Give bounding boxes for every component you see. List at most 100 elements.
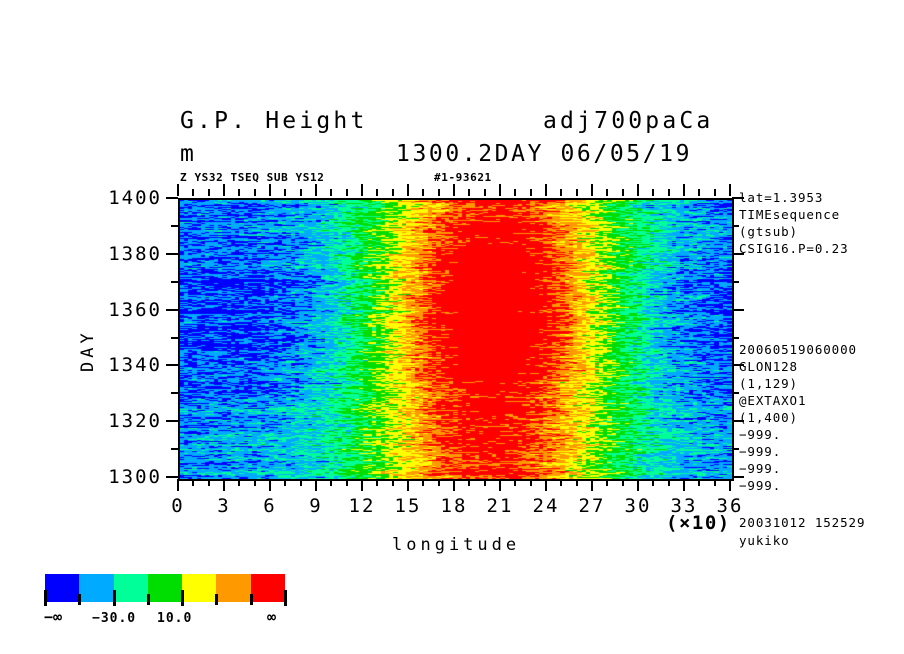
colorbar-major-tick [284, 590, 287, 606]
top-axis-minor-tick [652, 189, 654, 196]
colorbar-low-end-label: −∞ [44, 608, 63, 626]
top-axis-major-tick [729, 184, 731, 196]
top-axis-minor-tick [192, 189, 194, 196]
right-axis-major-tick [732, 309, 744, 311]
x-axis-tick-label: 33 [670, 495, 698, 517]
y-axis-tick-label: 1380 [108, 243, 162, 265]
right-axis-minor-tick [732, 281, 739, 283]
colorbar-minor-tick [215, 594, 218, 605]
x-axis-major-tick [407, 479, 409, 491]
y-axis-tick-label: 1320 [108, 410, 162, 432]
top-axis-minor-tick [576, 189, 578, 196]
annotation-line: GLON128 [739, 359, 798, 374]
top-axis-major-tick [223, 184, 225, 196]
x-axis-major-tick [453, 479, 455, 491]
top-axis-minor-tick [530, 189, 532, 196]
right-axis-major-tick [732, 364, 744, 366]
top-axis-major-tick [361, 184, 363, 196]
x-axis-major-tick [177, 479, 179, 491]
top-axis-minor-tick [330, 189, 332, 196]
top-axis-minor-tick [714, 189, 716, 196]
y-axis-major-tick [166, 364, 178, 366]
x-axis-major-tick [637, 479, 639, 491]
x-axis-major-tick [269, 479, 271, 491]
title-time-label: 1300.2DAY 06/05/19 [396, 141, 693, 167]
footer-user: yukiko [739, 533, 790, 548]
x-axis-minor-tick [392, 479, 394, 486]
annotation-line: −999. [739, 427, 782, 442]
y-axis-tick-label: 1300 [108, 466, 162, 488]
title-dataset: adj700paCa [543, 108, 714, 134]
y-axis-major-tick [166, 476, 178, 478]
colorbar [45, 574, 285, 602]
x-axis-minor-tick [238, 479, 240, 486]
top-axis-major-tick [177, 184, 179, 196]
x-axis-major-tick [499, 479, 501, 491]
colorbar-minor-tick [147, 594, 150, 605]
x-axis-tick-label: 3 [217, 495, 231, 517]
x-axis-minor-tick [698, 479, 700, 486]
annotation-line: −999. [739, 444, 782, 459]
top-axis-minor-tick [438, 189, 440, 196]
annotation-block-middle: 20060519060000 GLON128 (1,129) @EXTAXO1 (1,4… [739, 343, 857, 497]
x-axis-minor-tick [514, 479, 516, 486]
right-axis-minor-tick [732, 225, 739, 227]
colorbar-major-tick [113, 590, 116, 606]
heatmap-canvas [180, 200, 732, 479]
x-axis-major-tick [223, 479, 225, 491]
x-axis-minor-tick [714, 479, 716, 486]
x-axis-tick-label: 18 [440, 495, 468, 517]
title-variable: G.P. Height [180, 108, 368, 134]
y-axis-tick-label: 1340 [108, 354, 162, 376]
top-axis-minor-tick [698, 189, 700, 196]
colorbar-band [45, 574, 80, 602]
top-axis-minor-tick [376, 189, 378, 196]
x-axis-major-tick [361, 479, 363, 491]
top-axis-minor-tick [484, 189, 486, 196]
top-axis-minor-tick [208, 189, 210, 196]
y-axis-tick-label: 1360 [108, 299, 162, 321]
x-axis-minor-tick [346, 479, 348, 486]
colorbar-minor-tick [250, 594, 253, 605]
colorbar-band [216, 574, 251, 602]
right-axis-major-tick [732, 476, 744, 478]
top-axis-minor-tick [606, 189, 608, 196]
colorbar-major-tick [181, 590, 184, 606]
x-axis-minor-tick [284, 479, 286, 486]
heatmap-plot-area [178, 198, 734, 481]
y-axis-major-tick [166, 253, 178, 255]
right-axis-minor-tick [732, 448, 739, 450]
annotation-line: TIMEsequence [739, 207, 841, 222]
right-axis-minor-tick [732, 337, 739, 339]
x-axis-minor-tick [576, 479, 578, 486]
x-axis-minor-tick [468, 479, 470, 486]
annotation-line: (1,129) [739, 376, 798, 391]
x-axis-minor-tick [208, 479, 210, 486]
y-axis-minor-tick [171, 337, 178, 339]
colorbar-axis [43, 574, 287, 606]
x-axis-minor-tick [560, 479, 562, 486]
top-axis-major-tick [499, 184, 501, 196]
annotation-line: (1,400) [739, 410, 798, 425]
x-axis-tick-label: 27 [578, 495, 606, 517]
right-axis-major-tick [732, 253, 744, 255]
top-axis-minor-tick [668, 189, 670, 196]
title-units: m [180, 141, 197, 167]
x-axis-major-tick [729, 479, 731, 491]
y-axis-tick-label: 1400 [108, 187, 162, 209]
x-axis-tick-label: 30 [624, 495, 652, 517]
y-axis-major-tick [166, 420, 178, 422]
header-right-id: #1-93621 [434, 171, 492, 184]
x-axis-title: longitude [392, 535, 521, 555]
colorbar-major-tick [44, 590, 47, 606]
top-axis-major-tick [315, 184, 317, 196]
footer-timestamp: 20031012 152529 [739, 515, 866, 530]
y-axis-minor-tick [171, 281, 178, 283]
top-axis-minor-tick [300, 189, 302, 196]
x-axis-minor-tick [484, 479, 486, 486]
y-axis-title: DAY [78, 329, 98, 372]
y-axis-minor-tick [171, 448, 178, 450]
x-axis-minor-tick [622, 479, 624, 486]
top-axis-minor-tick [254, 189, 256, 196]
